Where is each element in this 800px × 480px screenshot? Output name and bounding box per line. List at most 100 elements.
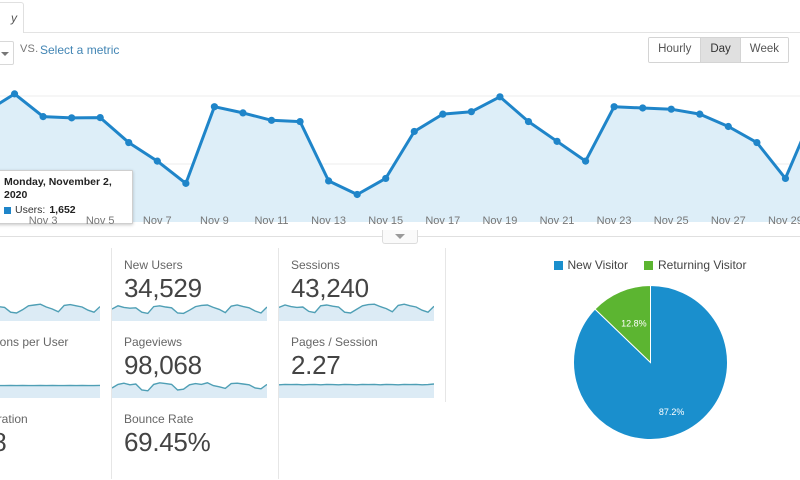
metric-selector-row xyxy=(0,36,800,70)
axis-tick-label: Nov 5 xyxy=(85,215,115,227)
chart-data-point xyxy=(410,127,418,136)
tab-active[interactable]: y xyxy=(0,2,24,33)
chart-data-point xyxy=(696,110,704,118)
metric-card-sparkline xyxy=(112,295,279,321)
chart-data-point xyxy=(210,103,219,111)
chart-data-point xyxy=(781,174,790,183)
chart-data-point xyxy=(724,122,732,131)
chart-data-point xyxy=(382,174,390,183)
metric-card[interactable]: Pages / Session 2.27 xyxy=(279,325,446,402)
axis-tick-label: Nov 19 xyxy=(482,215,518,227)
legend-item-new-visitor[interactable]: New Visitor xyxy=(553,258,628,272)
metric-card-label: Bounce Rate xyxy=(124,412,194,426)
axis-tick-label: Nov 7 xyxy=(142,215,172,227)
chevron-down-icon xyxy=(395,234,405,239)
pie-chart-svg: 87.2% 12.8% xyxy=(573,284,728,440)
axis-tick-label: Nov 21 xyxy=(539,215,575,227)
chart-area-fill xyxy=(0,93,800,222)
chart-data-point xyxy=(182,179,190,187)
report-tabstrip: y xyxy=(0,0,800,33)
axis-tick-label: Nov 25 xyxy=(653,215,689,227)
metric-card[interactable]: Pageviews 98,068 xyxy=(112,325,279,402)
pie-slice xyxy=(594,284,651,364)
users-over-time-chart[interactable] xyxy=(0,72,800,222)
chart-data-point xyxy=(467,108,475,116)
chart-data-point xyxy=(267,116,276,124)
new-vs-returning-pie[interactable]: 87.2% 12.8% xyxy=(573,284,728,445)
chart-data-point xyxy=(10,90,19,98)
axis-tick-label: Nov 3 xyxy=(28,215,58,227)
metric-card-label: Users xyxy=(0,258,111,272)
select-a-metric-link[interactable]: Select a metric xyxy=(40,43,120,57)
metric-card-label: sion Duration xyxy=(0,412,28,426)
metric-card-value: 2.27 xyxy=(291,350,341,380)
chart-data-point xyxy=(325,177,333,185)
chart-data-point xyxy=(553,137,561,145)
chart-line xyxy=(0,92,800,196)
axis-tick-label: Nov 11 xyxy=(254,215,289,227)
metric-card[interactable]: Users91 xyxy=(0,248,112,325)
axis-tick-label: Nov 29 xyxy=(767,215,800,227)
tooltip-series-row: Users: 1,652 xyxy=(4,203,125,217)
metric-card[interactable]: New Users 34,529 xyxy=(112,248,279,325)
metric-card-sparkline xyxy=(0,372,112,398)
pie-slice-label: 87.2% xyxy=(659,407,685,417)
new-vs-returning-panel: New Visitor Returning Visitor 87.2% 12.8% xyxy=(500,248,800,480)
legend-label-returning-visitor: Returning Visitor xyxy=(657,258,747,272)
chart-data-point xyxy=(496,93,504,101)
metric-card-label: Sessions xyxy=(291,258,340,272)
pie-slice-label: 12.8% xyxy=(621,319,647,329)
chart-data-point xyxy=(439,110,447,118)
chart-data-point xyxy=(524,117,533,126)
legend-swatch-new-visitor xyxy=(553,261,563,270)
metric-card-sparkline xyxy=(112,372,279,398)
metric-card-value: 98,068 xyxy=(124,350,202,380)
primary-metric-dropdown[interactable] xyxy=(0,41,14,65)
chart-data-point xyxy=(753,138,761,147)
chart-data-point xyxy=(639,104,647,112)
metric-card-value: 69.45% xyxy=(124,427,211,457)
metric-card-value: 34,529 xyxy=(124,273,202,303)
axis-tick-label: Nov 27 xyxy=(710,215,746,227)
metric-card-sparkline xyxy=(279,295,446,321)
axis-tick-label: Nov 23 xyxy=(596,215,632,227)
axis-tick-label: Nov 9 xyxy=(200,215,229,227)
legend-label-new-visitor: New Visitor xyxy=(567,258,628,272)
metric-card[interactable]: Bounce Rate 69.45% xyxy=(112,402,279,479)
metric-card-label: Pages / Session xyxy=(291,335,378,349)
metric-card-sparkline xyxy=(0,295,112,321)
users-line-chart-svg xyxy=(0,90,800,222)
axis-tick-label: Nov 15 xyxy=(368,215,404,227)
chart-data-point xyxy=(667,105,675,113)
chart-data-point xyxy=(68,114,76,122)
chart-data-point xyxy=(353,190,361,199)
chart-data-point xyxy=(125,138,133,147)
pie-legend: New Visitor Returning Visitor xyxy=(500,258,800,272)
metric-card-label: of Sessions per User xyxy=(0,335,69,349)
chevron-down-icon xyxy=(1,52,9,56)
metric-card-sparkline xyxy=(279,372,446,398)
chart-data-point xyxy=(296,117,304,126)
chart-data-point xyxy=(96,114,104,122)
axis-tick-label: Nov 17 xyxy=(425,215,461,227)
metric-card[interactable]: Sessions 43,240 xyxy=(279,248,446,325)
tooltip-series-value: 1,652 xyxy=(49,204,76,216)
legend-item-returning-visitor[interactable]: Returning Visitor xyxy=(643,258,747,272)
axis-tick-label: Nov 13 xyxy=(311,215,347,227)
granularity-day[interactable]: Day xyxy=(701,38,741,62)
collapse-chart-toggle[interactable] xyxy=(382,230,418,244)
chart-tooltip: Monday, November 2, 2020 Users: 1,652 xyxy=(0,170,133,224)
metric-card[interactable]: of Sessions per User xyxy=(0,325,112,402)
metric-card-value: 43,240 xyxy=(291,273,369,303)
legend-swatch-returning-visitor xyxy=(643,261,653,270)
granularity-toggle: Hourly Day Week xyxy=(648,37,789,63)
granularity-hourly[interactable]: Hourly xyxy=(649,38,702,62)
tab-active-label: y xyxy=(11,11,17,25)
granularity-week[interactable]: Week xyxy=(740,38,788,62)
chart-data-point xyxy=(239,109,247,117)
chart-data-point xyxy=(153,157,161,165)
tooltip-swatch-icon xyxy=(4,206,11,214)
tooltip-series-label: Users: xyxy=(15,204,46,216)
metric-card[interactable]: sion Duration5:58 xyxy=(0,402,112,479)
